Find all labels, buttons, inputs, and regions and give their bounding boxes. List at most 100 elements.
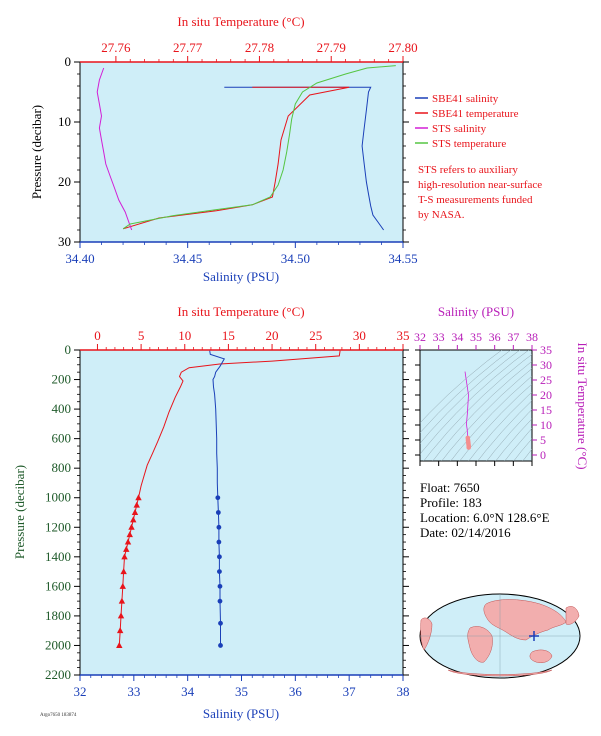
ts-sal-tick-label-4: 36 — [489, 330, 501, 344]
bottom-pressure-tick-label-2: 400 — [52, 401, 72, 416]
bottom-series-temperature-marker-22 — [126, 531, 133, 538]
map-continent-eurasia — [483, 599, 567, 641]
map-continent-africa — [467, 626, 493, 663]
bottom-pressure-tick-label-3: 600 — [52, 431, 72, 446]
bottom-series-temperature-marker-27 — [119, 582, 126, 589]
ts-temp-label: In situ Temperature (°C) — [575, 342, 590, 469]
top-series-sbe41-temperature-line — [122, 86, 350, 230]
ts-isopycnal-15 — [522, 448, 532, 461]
info-date: Date: 02/14/2016 — [420, 525, 511, 540]
bottom-series-salinity-marker-18 — [216, 539, 222, 545]
bottom-series-temperature-marker-29 — [117, 612, 125, 619]
map-continents — [420, 599, 580, 677]
bottom-sal-tick-label-3: 35 — [235, 684, 248, 699]
bottom-temp-tick-label-2: 10 — [178, 328, 191, 343]
ts-isopycnal-11 — [486, 409, 532, 461]
bottom-chart-series — [116, 350, 341, 648]
bottom-pressure-tick-label-8: 1600 — [45, 578, 71, 593]
bottom-temp-tick-label-3: 15 — [222, 328, 235, 343]
bottom-series-temperature-marker-26 — [120, 568, 127, 575]
bottom-temp-tick-label-0: 0 — [94, 328, 101, 343]
legend-label-sts-salinity: STS salinity — [432, 123, 487, 135]
top-chart-sal-label: Salinity (PSU) — [203, 269, 279, 284]
top-plot-area — [79, 61, 404, 243]
legend-note-line-1: STS refers to auxiliary — [418, 164, 518, 176]
bottom-sal-tick-label-2: 34 — [181, 684, 195, 699]
ts-temp-tick-label-0: 0 — [540, 448, 546, 462]
bottom-series-salinity-marker-20 — [217, 569, 222, 574]
top-chart-temp-label: In situ Temperature (°C) — [177, 14, 304, 29]
ts-isopycnal-13 — [504, 427, 532, 461]
bottom-temp-tick-label-7: 35 — [397, 328, 410, 343]
bottom-series-temperature-marker-19 — [131, 509, 139, 515]
ts-isopycnal-9 — [468, 391, 532, 461]
legend-label-sbe41-temperature: SBE41 temperature — [432, 108, 519, 120]
info-float: Float: 7650 — [420, 480, 480, 495]
top-temp-tick-label-1: 27.77 — [173, 40, 203, 55]
legend-label-sbe41-salinity: SBE41 salinity — [432, 93, 499, 105]
bottom-series-temperature-marker-23 — [124, 538, 132, 545]
bottom-series-temperature-marker-31 — [116, 641, 123, 648]
top-sal-tick-label-2: 34.50 — [281, 251, 310, 266]
ts-sal-tick-label-1: 33 — [433, 330, 445, 344]
map-continent-south-america-west — [420, 617, 433, 651]
ts-sal-tick-label-2: 34 — [451, 330, 463, 344]
top-sal-tick-label-3: 34.55 — [388, 251, 417, 266]
world-map — [419, 593, 581, 679]
bottom-sal-tick-label-0: 32 — [74, 684, 87, 699]
bottom-series-temperature-marker-20 — [130, 516, 137, 523]
ts-isopycnal-7 — [450, 375, 532, 461]
top-legend: SBE41 salinity SBE41 temperature STS sal… — [415, 93, 542, 221]
legend-note-line-3: T-S measurements funded — [418, 194, 533, 206]
bottom-pressure-tick-label-4: 800 — [52, 460, 72, 475]
ts-sal-tick-label-6: 38 — [526, 330, 538, 344]
bottom-series-salinity-marker-15 — [215, 495, 221, 501]
bottom-pressure-tick-label-1: 200 — [52, 372, 72, 387]
top-temp-tick-label-4: 27.80 — [388, 40, 417, 55]
ts-isopycnal-6 — [441, 368, 532, 461]
info-profile: Profile: 183 — [420, 495, 482, 510]
ts-isopycnals — [420, 350, 532, 461]
ts-series-marker-14 — [466, 445, 472, 450]
legend-note-line-4: by NASA. — [418, 209, 465, 221]
bottom-series-temperature-marker-25 — [121, 553, 128, 560]
ts-sal-tick-label-3: 35 — [470, 330, 482, 344]
ts-temp-tick-label-5: 25 — [540, 373, 552, 387]
top-pressure-tick-label-0: 0 — [65, 54, 72, 69]
bottom-series-salinity-marker-19 — [217, 554, 222, 560]
bottom-series-salinity-marker-24 — [218, 643, 223, 648]
ts-isopycnal-14 — [513, 438, 532, 461]
bottom-chart-ticks: 0 5 10 15 20 25 30 35 32 33 34 35 36 37 38 0 200 400 600 80… — [45, 328, 410, 699]
bottom-pressure-tick-label-10: 2000 — [45, 637, 71, 652]
bottom-temp-tick-label-4: 20 — [266, 328, 279, 343]
ts-temp-tick-label-2: 10 — [540, 418, 552, 432]
top-sal-tick-label-0: 34.40 — [65, 251, 94, 266]
bottom-sal-tick-label-1: 33 — [127, 684, 140, 699]
bottom-chart: 0 5 10 15 20 25 30 35 32 33 34 35 36 37 38 0 200 400 600 80… — [12, 304, 410, 721]
ts-sal-tick-label-0: 32 — [414, 330, 426, 344]
ts-temp-tick-label-7: 35 — [540, 343, 552, 357]
bottom-chart-temp-label: In situ Temperature (°C) — [177, 304, 304, 319]
top-series-sbe41-salinity-line — [224, 86, 385, 231]
bottom-pressure-tick-label-6: 1200 — [45, 519, 71, 534]
bottom-series-salinity-marker-21 — [217, 583, 223, 589]
bottom-series-salinity-marker-23 — [218, 620, 223, 626]
map-continent-north-america — [565, 606, 580, 625]
bottom-chart-sal-label: Salinity (PSU) — [203, 706, 279, 721]
ts-isopycnal-2 — [420, 350, 521, 444]
ts-isopycnal-4 — [423, 353, 532, 461]
map-float-marker — [529, 631, 539, 641]
float-info: Float: 7650 Profile: 183 Location: 6.0°N… — [420, 480, 550, 540]
ts-isopycnal-12 — [495, 418, 532, 461]
top-pressure-tick-label-1: 10 — [58, 114, 71, 129]
bottom-temp-tick-label-5: 25 — [309, 328, 322, 343]
ts-isopycnal-1 — [420, 350, 512, 434]
bottom-series-temperature-marker-30 — [116, 627, 124, 634]
bottom-plot-area — [79, 349, 404, 676]
top-chart-series — [96, 65, 396, 231]
top-sal-tick-label-1: 34.45 — [173, 251, 202, 266]
bottom-series-salinity-marker-16 — [215, 510, 221, 515]
map-continent-antarctica — [447, 669, 553, 677]
ts-sal-label: Salinity (PSU) — [438, 304, 514, 319]
